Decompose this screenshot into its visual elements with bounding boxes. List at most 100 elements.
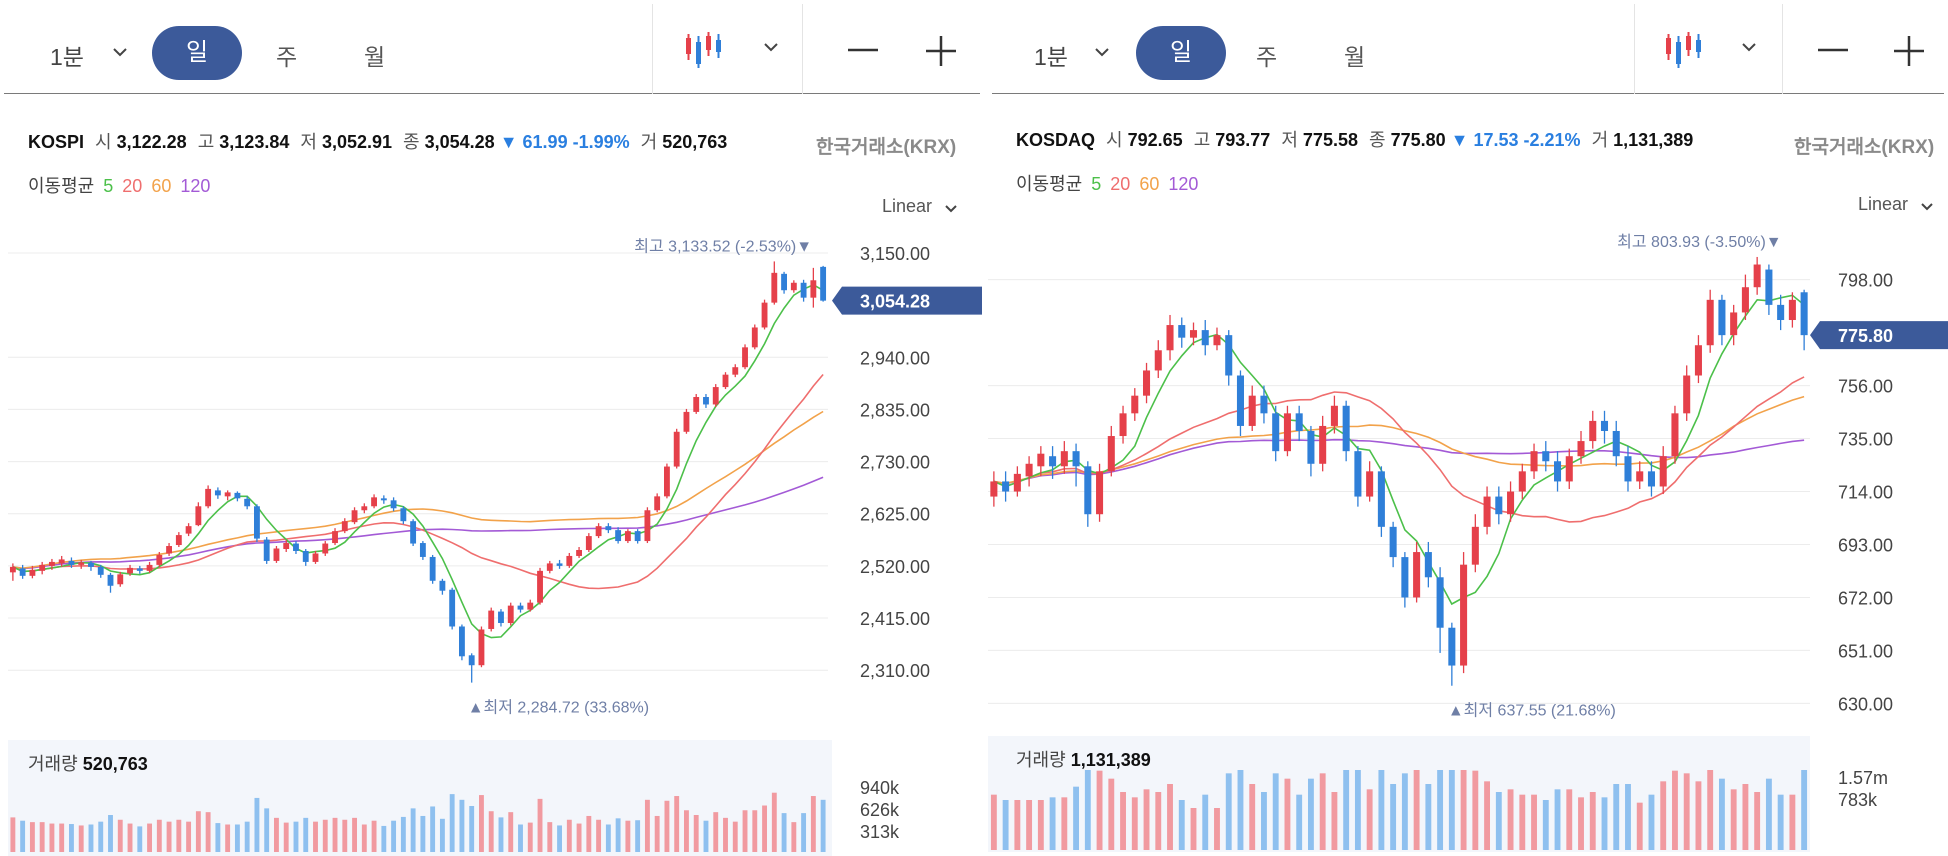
y-tick-label: 756.00 [1838,377,1893,397]
kospi-chart[interactable]: 3,150.00 2,940.00 2,835.00 2,730.00 2,625.00… [0,0,984,856]
volume-bar [264,808,270,852]
volume-bar [1519,794,1526,850]
moving-average-legend[interactable]: 이동평균 5 20 60 120 [1016,170,1198,196]
price-info: KOSPI 시 3,122.28 고 3,123.84 저 3,052.91 종… [28,128,727,154]
chevron-down-icon[interactable] [1094,44,1110,60]
candle [1753,264,1761,288]
volume-bar [1742,784,1749,850]
volume-bar [1777,794,1784,850]
chevron-down-icon[interactable] [1920,200,1934,214]
ma60-legend: 60 [151,176,172,196]
candlestick-icon[interactable] [684,30,728,70]
chevron-down-icon[interactable] [1740,38,1758,56]
candle [156,554,163,565]
candle [605,526,612,531]
toolbar-divider [802,4,803,94]
chevron-down-icon[interactable] [762,38,780,56]
volume-bar [1237,770,1244,850]
exchange-label: 한국거래소(KRX) [1794,137,1935,158]
volume-bar [644,799,650,852]
volume-bar [1401,773,1408,850]
candle [136,568,143,571]
candle [1096,471,1104,515]
minus-icon[interactable] [1816,40,1850,60]
candle [234,492,241,499]
tab-month[interactable]: 월 [364,44,386,70]
tab-day[interactable]: 일 [1136,26,1226,80]
candle [117,574,124,585]
chevron-down-icon[interactable] [944,202,958,216]
moving-average-legend[interactable]: 이동평균 5 20 60 120 [28,172,210,198]
candle [1507,491,1515,515]
candle [1084,466,1092,515]
tab-month[interactable]: 월 [1344,44,1366,70]
candle [507,605,514,624]
candle [1471,526,1479,565]
candle [166,546,172,554]
volume-title: 거래량 [28,754,78,774]
volume-bar [1131,797,1138,850]
volume-bar [147,823,152,852]
min-marker-label: ▲최저 2,284.72 (33.68%) [468,699,649,717]
volume-bar [1507,789,1514,850]
scale-select[interactable]: Linear [1858,194,1909,214]
y-tick-label: 2,730.00 [860,453,930,473]
open-label: 시 [1106,130,1123,150]
volume-bar [371,820,377,852]
volume-bar [1307,778,1314,850]
candle [341,521,348,532]
candle [1600,420,1609,431]
volume-bar [703,820,709,852]
candle [1765,269,1773,305]
volume-bar [410,808,416,852]
volume-bar [361,824,367,852]
candle [361,506,368,511]
candle [537,570,543,603]
volume-bar [1648,794,1655,850]
volume-bar [1143,789,1150,850]
plus-icon[interactable] [924,34,958,68]
volume-bar [1002,800,1009,850]
candle [468,655,475,666]
candle [1565,456,1573,482]
kosdaq-chart[interactable]: 798.00 756.00 735.00 714.00 693.00 672.00 651.… [988,0,1948,856]
y-tick-label: 2,310.00 [860,661,930,681]
candle [302,550,309,562]
candle [39,564,46,571]
minus-icon[interactable] [846,40,880,60]
y-tick-label: 2,415.00 [860,609,930,629]
chevron-down-icon[interactable] [112,44,128,60]
candlestick-icon[interactable] [1664,30,1708,70]
candle [1636,471,1644,482]
tab-week[interactable]: 주 [276,44,298,70]
volume-bar [605,824,611,852]
volume-title: 거래량 [1016,750,1066,770]
volume-bar [459,799,465,852]
candle [58,559,65,564]
candle [224,492,231,497]
volume-bar [713,812,719,852]
plus-icon[interactable] [1892,34,1926,68]
candle [1213,335,1221,346]
volume-bar [1660,781,1667,850]
volume-bar [1249,784,1256,850]
candle [1424,552,1432,578]
volume-bar [29,822,35,852]
volume-tick-label: 313k [860,822,900,842]
volume-bar [781,813,787,852]
period-select[interactable]: 1분 [50,44,84,70]
volume-bar [1120,792,1126,850]
ma20-line [993,376,1805,523]
volume-bar [771,792,777,852]
scale-select[interactable]: Linear [882,196,933,216]
tab-day[interactable]: 일 [152,26,242,80]
candle [1800,292,1808,336]
period-select[interactable]: 1분 [1034,44,1068,70]
ma5-legend: 5 [1091,174,1102,194]
candle [312,553,319,562]
volume-value: 1,131,389 [1613,130,1694,150]
candle [1330,405,1338,426]
tab-week[interactable]: 주 [1256,44,1278,70]
index-name: KOSPI [28,132,85,152]
volume-bar [518,824,523,852]
